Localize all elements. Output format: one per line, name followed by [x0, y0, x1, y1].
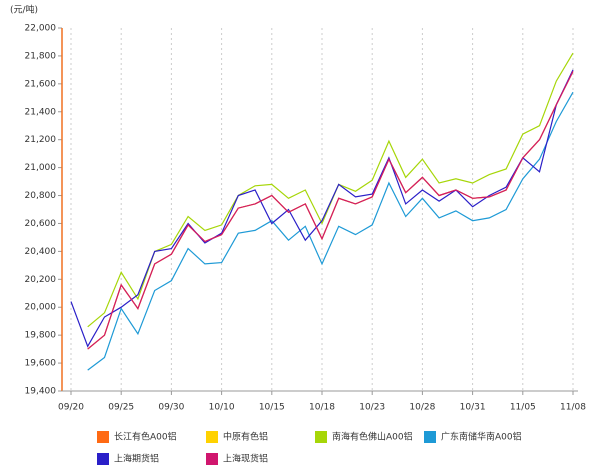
y-tick-label: 20,800: [25, 191, 57, 201]
legend-label: 南海有色佛山A00铝: [332, 431, 413, 443]
y-tick-label: 20,400: [25, 247, 57, 257]
y-tick-label: 22,000: [25, 24, 57, 34]
y-tick-label: 21,400: [25, 107, 57, 117]
legend-label: 中原有色铝: [223, 431, 268, 443]
legend-label: 广东南储华南A00铝: [441, 431, 522, 443]
legend-swatch: [206, 453, 218, 465]
y-tick-label: 21,600: [25, 79, 57, 89]
x-tick-label: 11/08: [560, 403, 586, 413]
y-tick-label: 20,000: [25, 303, 57, 313]
legend-swatch: [206, 431, 218, 443]
y-tick-label: 21,200: [25, 135, 57, 145]
legend-swatch: [315, 431, 327, 443]
series-line: [87, 91, 574, 371]
x-tick-label: 10/28: [409, 403, 435, 413]
x-tick-label: 09/25: [108, 403, 134, 413]
x-tick-label: 10/10: [209, 403, 235, 413]
legend-label: 上海现货铝: [223, 453, 268, 465]
x-tick-label: 10/23: [359, 403, 385, 413]
series-line: [87, 71, 574, 350]
y-tick-label: 20,200: [25, 275, 57, 285]
legend-swatch: [97, 431, 109, 443]
y-tick-label: 21,800: [25, 51, 57, 61]
y-tick-label: 20,600: [25, 219, 57, 229]
y-tick-label: 19,800: [25, 331, 57, 341]
series-line: [87, 71, 574, 350]
x-tick-label: 09/20: [58, 403, 84, 413]
legend-swatch: [424, 431, 436, 443]
y-axis-label: (元/吨): [10, 4, 38, 16]
x-tick-label: 10/15: [259, 403, 285, 413]
x-tick-label: 11/05: [510, 403, 536, 413]
series-line: [70, 69, 574, 348]
y-tick-label: 19,600: [25, 359, 57, 369]
legend-label: 上海期货铝: [114, 453, 159, 465]
y-tick-label: 19,400: [25, 387, 57, 397]
x-tick-label: 10/18: [309, 403, 335, 413]
series-line: [87, 71, 574, 350]
x-tick-label: 09/30: [158, 403, 184, 413]
x-tick-label: 10/31: [460, 403, 486, 413]
y-tick-label: 21,000: [25, 163, 57, 173]
legend-label: 长江有色A00铝: [114, 431, 177, 443]
legend-swatch: [97, 453, 109, 465]
